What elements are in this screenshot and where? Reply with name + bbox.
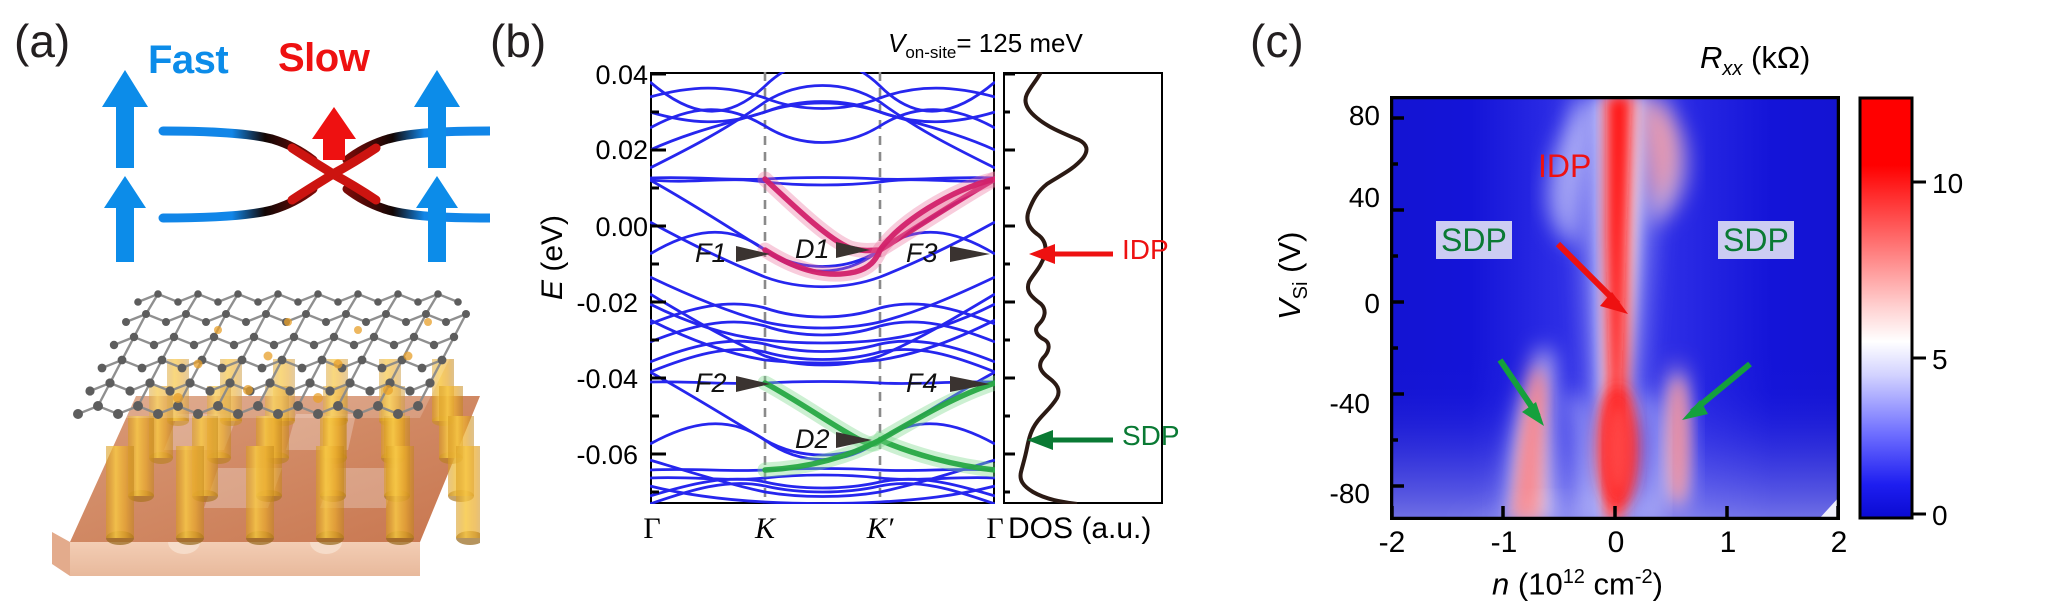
up-arrow-fast-left-top	[102, 70, 148, 168]
dos-axis-label: DOS (a.u.)	[1008, 512, 1152, 545]
band-label-arrows	[736, 242, 990, 448]
band-label-d1: D1	[795, 234, 830, 264]
dos-annotation-idp: IDP	[1122, 234, 1169, 265]
dos-plot	[1003, 72, 1163, 504]
slow-label: Slow	[278, 36, 370, 80]
panel-c-xlabel-symbol: n	[1492, 566, 1510, 602]
sdp-band-highlight	[757, 375, 995, 478]
f4-arrow	[950, 376, 990, 392]
colorbar-title-unit: (kΩ)	[1751, 40, 1811, 75]
panel-c-xtick-2: 0	[1607, 526, 1625, 559]
panel-c-xlabel-unit-pre: (10	[1517, 566, 1563, 602]
up-arrow-fast-left-bottom	[104, 176, 146, 262]
panel-b-title-symbol: V	[888, 28, 906, 58]
panel-b-ytick-0: 0.04	[595, 60, 648, 90]
panel-c-xlabel-exp1: 12	[1562, 566, 1585, 588]
band-label-f1: F1	[695, 238, 727, 268]
panel-c: (c) Rxx (kΩ) VSi (V) 80 40 0 -40 -80	[1250, 0, 2048, 614]
panel-c-xtick-3: 1	[1719, 526, 1737, 559]
panel-b-title-sub: on-site	[905, 43, 957, 63]
panel-b-ytick-1: 0.02	[595, 135, 648, 165]
colorbar-title-symbol: R	[1700, 40, 1723, 75]
panel-b-xtick-gamma-right: Γ	[986, 512, 1004, 545]
up-arrow-slow-center	[312, 107, 356, 160]
colorbar-tick-0: 0	[1932, 500, 1948, 531]
graphene-nanopillar-schematic	[52, 290, 480, 576]
panel-b-ytick-3: -0.02	[576, 288, 638, 318]
d1-arrow	[836, 242, 870, 258]
f2-arrow	[736, 376, 770, 392]
panel-c-ytick-2: 0	[1364, 288, 1380, 319]
d2-arrow	[836, 432, 872, 448]
sdp-arrow	[1027, 430, 1113, 450]
panel-b-letter: (b)	[490, 15, 547, 67]
sdp-right-map-arrow	[1682, 361, 1752, 420]
panel-b-ytick-4: -0.04	[576, 364, 638, 394]
panel-c-ytick-0: 80	[1348, 100, 1380, 131]
fast-label: Fast	[148, 38, 229, 82]
panel-b-ytick-2: 0.00	[595, 212, 648, 242]
colorbar-tick-10: 10	[1932, 168, 1964, 199]
panel-c-xtick-4: 2	[1830, 526, 1848, 559]
panel-c-xlabel-unit-post: )	[1652, 566, 1663, 602]
panel-c-ytick-3: -40	[1329, 388, 1370, 419]
f3-arrow	[950, 246, 990, 262]
nanopillar-array	[106, 359, 480, 545]
panel-c-ylabel-unit: (V)	[1272, 231, 1307, 273]
panel-c-xlabel: n (1012 cm-2)	[1492, 566, 1663, 602]
panel-c-xlabel-exp2: -2	[1634, 566, 1653, 588]
panel-b-xtick-Kprime: K′	[866, 512, 894, 545]
up-arrow-fast-right-bottom	[416, 176, 458, 262]
map-annotation-sdp-right-text: SDP	[1718, 221, 1794, 259]
colorbar-title: Rxx (kΩ)	[1700, 40, 1810, 81]
panel-b: (b) Von-site= 125 meV E (eV) 0.04 0.02 0…	[490, 0, 1250, 614]
f1-arrow	[736, 246, 770, 262]
map-annotation-idp: IDP	[1538, 148, 1592, 184]
idp-map-arrow	[1555, 241, 1628, 314]
panel-b-title: Von-site= 125 meV	[888, 28, 1083, 63]
panel-c-ytick-4: -80	[1329, 478, 1370, 509]
panel-a: (a) Fast Slow	[0, 0, 490, 614]
map-annotation-sdp-right: SDP	[1718, 221, 1794, 259]
panel-b-xtick-K: K	[754, 512, 775, 545]
graphene-sheet	[73, 290, 480, 419]
band-label-d2: D2	[795, 424, 830, 454]
idp-arrow	[1029, 244, 1113, 264]
map-annotation-sdp-left: SDP	[1436, 221, 1512, 259]
up-arrow-fast-right-top	[414, 70, 460, 168]
colorbar	[1858, 96, 1926, 520]
colorbar-tick-5: 5	[1932, 344, 1948, 375]
panel-c-ytick-1: 40	[1348, 182, 1380, 213]
panel-b-xtick-gamma-left: Γ	[643, 512, 661, 545]
panel-a-letter: (a)	[14, 15, 71, 67]
band-label-f4: F4	[906, 368, 938, 398]
panel-a-right-arrows	[414, 70, 460, 262]
panel-c-xtick-1: -1	[1490, 526, 1518, 559]
panel-c-letter: (c)	[1250, 15, 1304, 67]
band-crossing-schematic	[102, 70, 490, 262]
colorbar-title-sub: xx	[1722, 58, 1743, 81]
panel-b-ytick-5: -0.06	[576, 440, 638, 470]
panel-c-xlabel-unit-mid: cm	[1584, 566, 1635, 602]
sdp-left-map-arrow	[1497, 358, 1544, 426]
band-label-f2: F2	[695, 368, 727, 398]
dos-annotation-sdp: SDP	[1122, 420, 1180, 451]
rxx-heatmap	[1390, 96, 1840, 520]
band-structure-plot	[650, 72, 995, 504]
band-label-f3: F3	[906, 238, 938, 268]
idp-band-highlight	[757, 171, 995, 282]
panel-c-xtick-0: -2	[1378, 526, 1406, 559]
panel-b-title-rest: = 125 meV	[956, 28, 1083, 58]
map-annotation-sdp-left-text: SDP	[1436, 221, 1512, 259]
